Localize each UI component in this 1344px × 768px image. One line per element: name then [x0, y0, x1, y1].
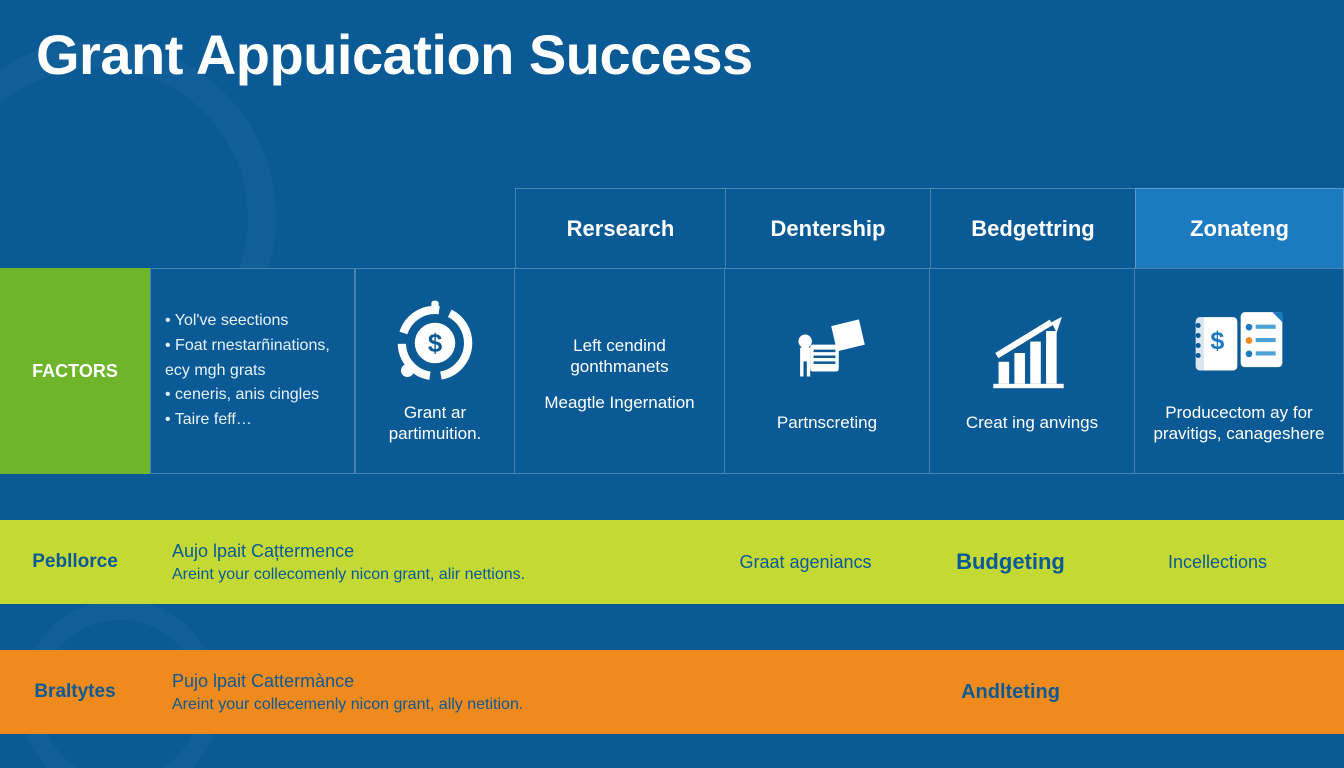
lime-extra-2: Incellections — [1113, 552, 1322, 573]
orange-row: Braltytes Pujo lpait Cattermànce Areint … — [0, 650, 1344, 734]
person-board-icon — [785, 308, 869, 398]
lime-row-sub: Areint your collecomenly nicon grant, al… — [172, 566, 525, 584]
dollar-circle-icon: $ — [389, 298, 481, 388]
orange-extra-1: Andlteting — [908, 681, 1113, 704]
orange-row-title: Pujo lpait Cattermànce — [172, 671, 523, 692]
header-col-1: Dentership — [725, 188, 930, 268]
factor-caption-2: Partnscreting — [777, 412, 877, 433]
factor-caption-3: Creat ing anvings — [966, 412, 1098, 433]
page-title: Grant Appuication Success — [0, 0, 1344, 87]
bullet-1: Foat rnestarñinations, ecy mgh grats — [165, 334, 340, 384]
factor-caption2-1: Meagtle Ingernation — [544, 392, 694, 413]
money-docs-icon: $ — [1189, 298, 1289, 388]
column-headers: Rersearch Dentership Bedgettring Zonaten… — [0, 188, 1344, 268]
svg-text:$: $ — [428, 330, 442, 358]
header-col-0: Rersearch — [515, 188, 725, 268]
factor-caption-4: Producectom ay for pravitigs, canagesher… — [1149, 402, 1329, 445]
lime-row: Pebllorce Aujo lpait Cațtermence Areint … — [0, 520, 1344, 604]
factor-cell-2: Partnscreting — [725, 268, 930, 474]
factor-cell-3: Creat ing anvings — [930, 268, 1135, 474]
growth-chart-icon — [988, 308, 1076, 398]
factors-row: FACTORS Yol've seections Foat rnestarñin… — [0, 268, 1344, 474]
factors-bullets: Yol've seections Foat rnestarñinations, … — [150, 268, 355, 474]
lime-row-label: Pebllorce — [0, 551, 150, 573]
svg-text:$: $ — [1210, 327, 1224, 355]
factor-caption1-1: Left cendind gonthmanets — [529, 335, 710, 378]
lime-row-title: Aujo lpait Cațtermence — [172, 541, 525, 562]
header-col-3: Zonateng — [1135, 188, 1344, 268]
factor-caption-0: Grant ar partimuition. — [370, 402, 500, 445]
bullet-0: Yol've seections — [165, 309, 340, 334]
orange-row-sub: Areint your collecemenly nicon grant, al… — [172, 696, 523, 714]
factors-row-label: FACTORS — [0, 268, 150, 474]
factor-cell-0: $ Grant ar partimuition. — [355, 268, 515, 474]
lime-extra-0: Graat ageniancs — [703, 552, 908, 573]
header-col-2: Bedgettring — [930, 188, 1135, 268]
lime-extra-1: Budgeting — [908, 549, 1113, 575]
orange-row-label: Braltytes — [0, 681, 150, 703]
factor-cell-4: $ Producectom ay for pravitigs, canagesh… — [1135, 268, 1344, 474]
bullet-2: ceneris, anis cingles — [165, 383, 340, 408]
bullet-3: Taire feff… — [165, 408, 340, 433]
factor-cell-1: Left cendind gonthmanets Meagtle Ingerna… — [515, 268, 725, 474]
